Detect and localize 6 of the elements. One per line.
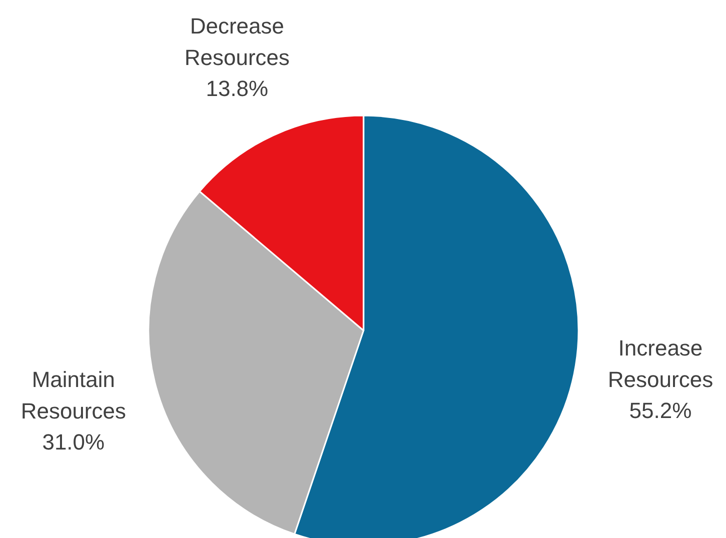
- data-label: 31.0%: [42, 430, 105, 455]
- data-label: 13.8%: [206, 76, 268, 102]
- data-label: 55.2%: [629, 398, 692, 424]
- slice-label: Maintain Resources: [20, 367, 126, 424]
- slice-label: Decrease Resources: [184, 14, 290, 70]
- slice-label: Increase Resources: [608, 336, 714, 392]
